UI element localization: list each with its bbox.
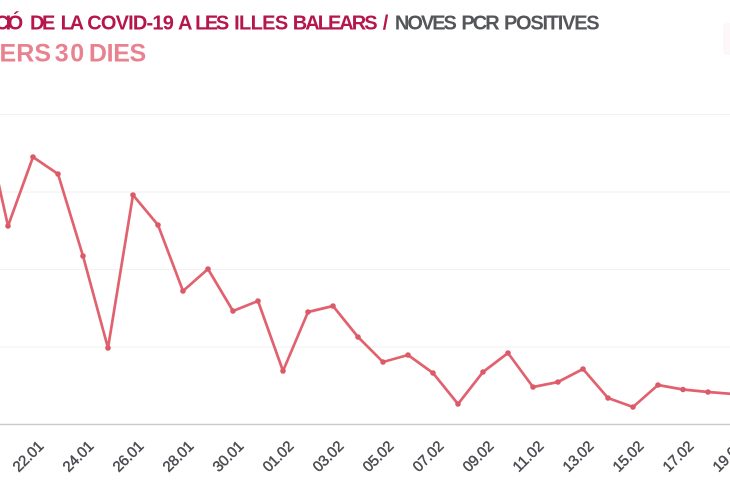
svg-text:/: / (383, 13, 389, 35)
svg-text:PCR: PCR (461, 13, 500, 35)
svg-text:LA: LA (61, 13, 85, 35)
svg-text:ILLES: ILLES (234, 13, 288, 35)
svg-text:DE: DE (30, 13, 55, 35)
svg-text:ERS: ERS (0, 40, 51, 68)
svg-text:A: A (178, 13, 192, 35)
svg-text:DIES: DIES (89, 40, 146, 68)
svg-text:CIÓ: CIÓ (0, 11, 23, 35)
svg-text:BALEARS: BALEARS (293, 13, 378, 35)
svg-text:30: 30 (55, 40, 84, 68)
svg-text:POSITIVES: POSITIVES (504, 13, 600, 35)
svg-text:LES: LES (195, 13, 229, 35)
svg-text:NOVES: NOVES (395, 13, 457, 35)
svg-text:COVID-19: COVID-19 (87, 13, 174, 35)
